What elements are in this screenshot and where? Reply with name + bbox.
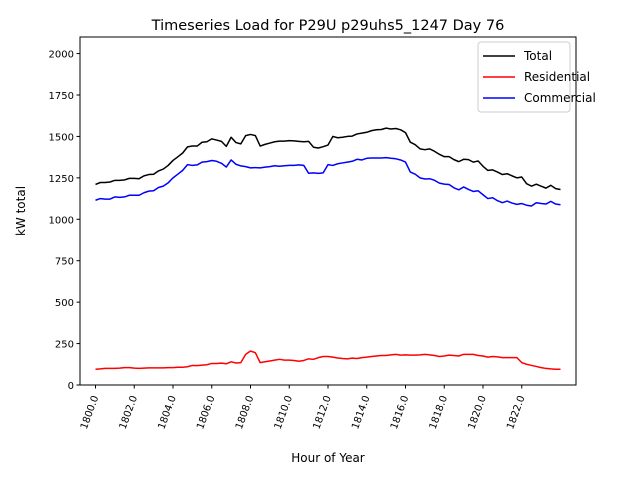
y-tick-label: 1750 — [49, 91, 74, 102]
y-tick-label: 500 — [55, 298, 74, 309]
y-tick-label: 1500 — [49, 132, 74, 143]
y-axis-label: kW total — [14, 186, 28, 236]
y-tick-label: 1000 — [49, 215, 74, 226]
chart-title: Timeseries Load for P29U p29uhs5_1247 Da… — [151, 18, 505, 34]
series-layer — [95, 127, 561, 371]
x-axis-label: Hour of Year — [291, 451, 365, 465]
legend: Total Residential Commercial — [477, 41, 596, 113]
series-line-total — [95, 127, 561, 191]
legend-frame — [477, 41, 571, 113]
y-axis-ticks: 0 250 500 750 1000 1250 1500 1750 2000 — [49, 50, 80, 392]
series-line-residential — [95, 350, 561, 371]
y-tick-label: 750 — [55, 257, 74, 268]
y-tick-label: 2000 — [49, 50, 74, 61]
series-line-commercial — [95, 156, 561, 207]
y-tick-label: 1250 — [49, 174, 74, 185]
y-tick-label: 250 — [55, 340, 74, 351]
legend-label-total: Total — [523, 49, 552, 63]
y-tick-label: 0 — [68, 381, 74, 392]
legend-label-commercial: Commercial — [524, 91, 596, 105]
legend-label-residential: Residential — [524, 70, 590, 84]
